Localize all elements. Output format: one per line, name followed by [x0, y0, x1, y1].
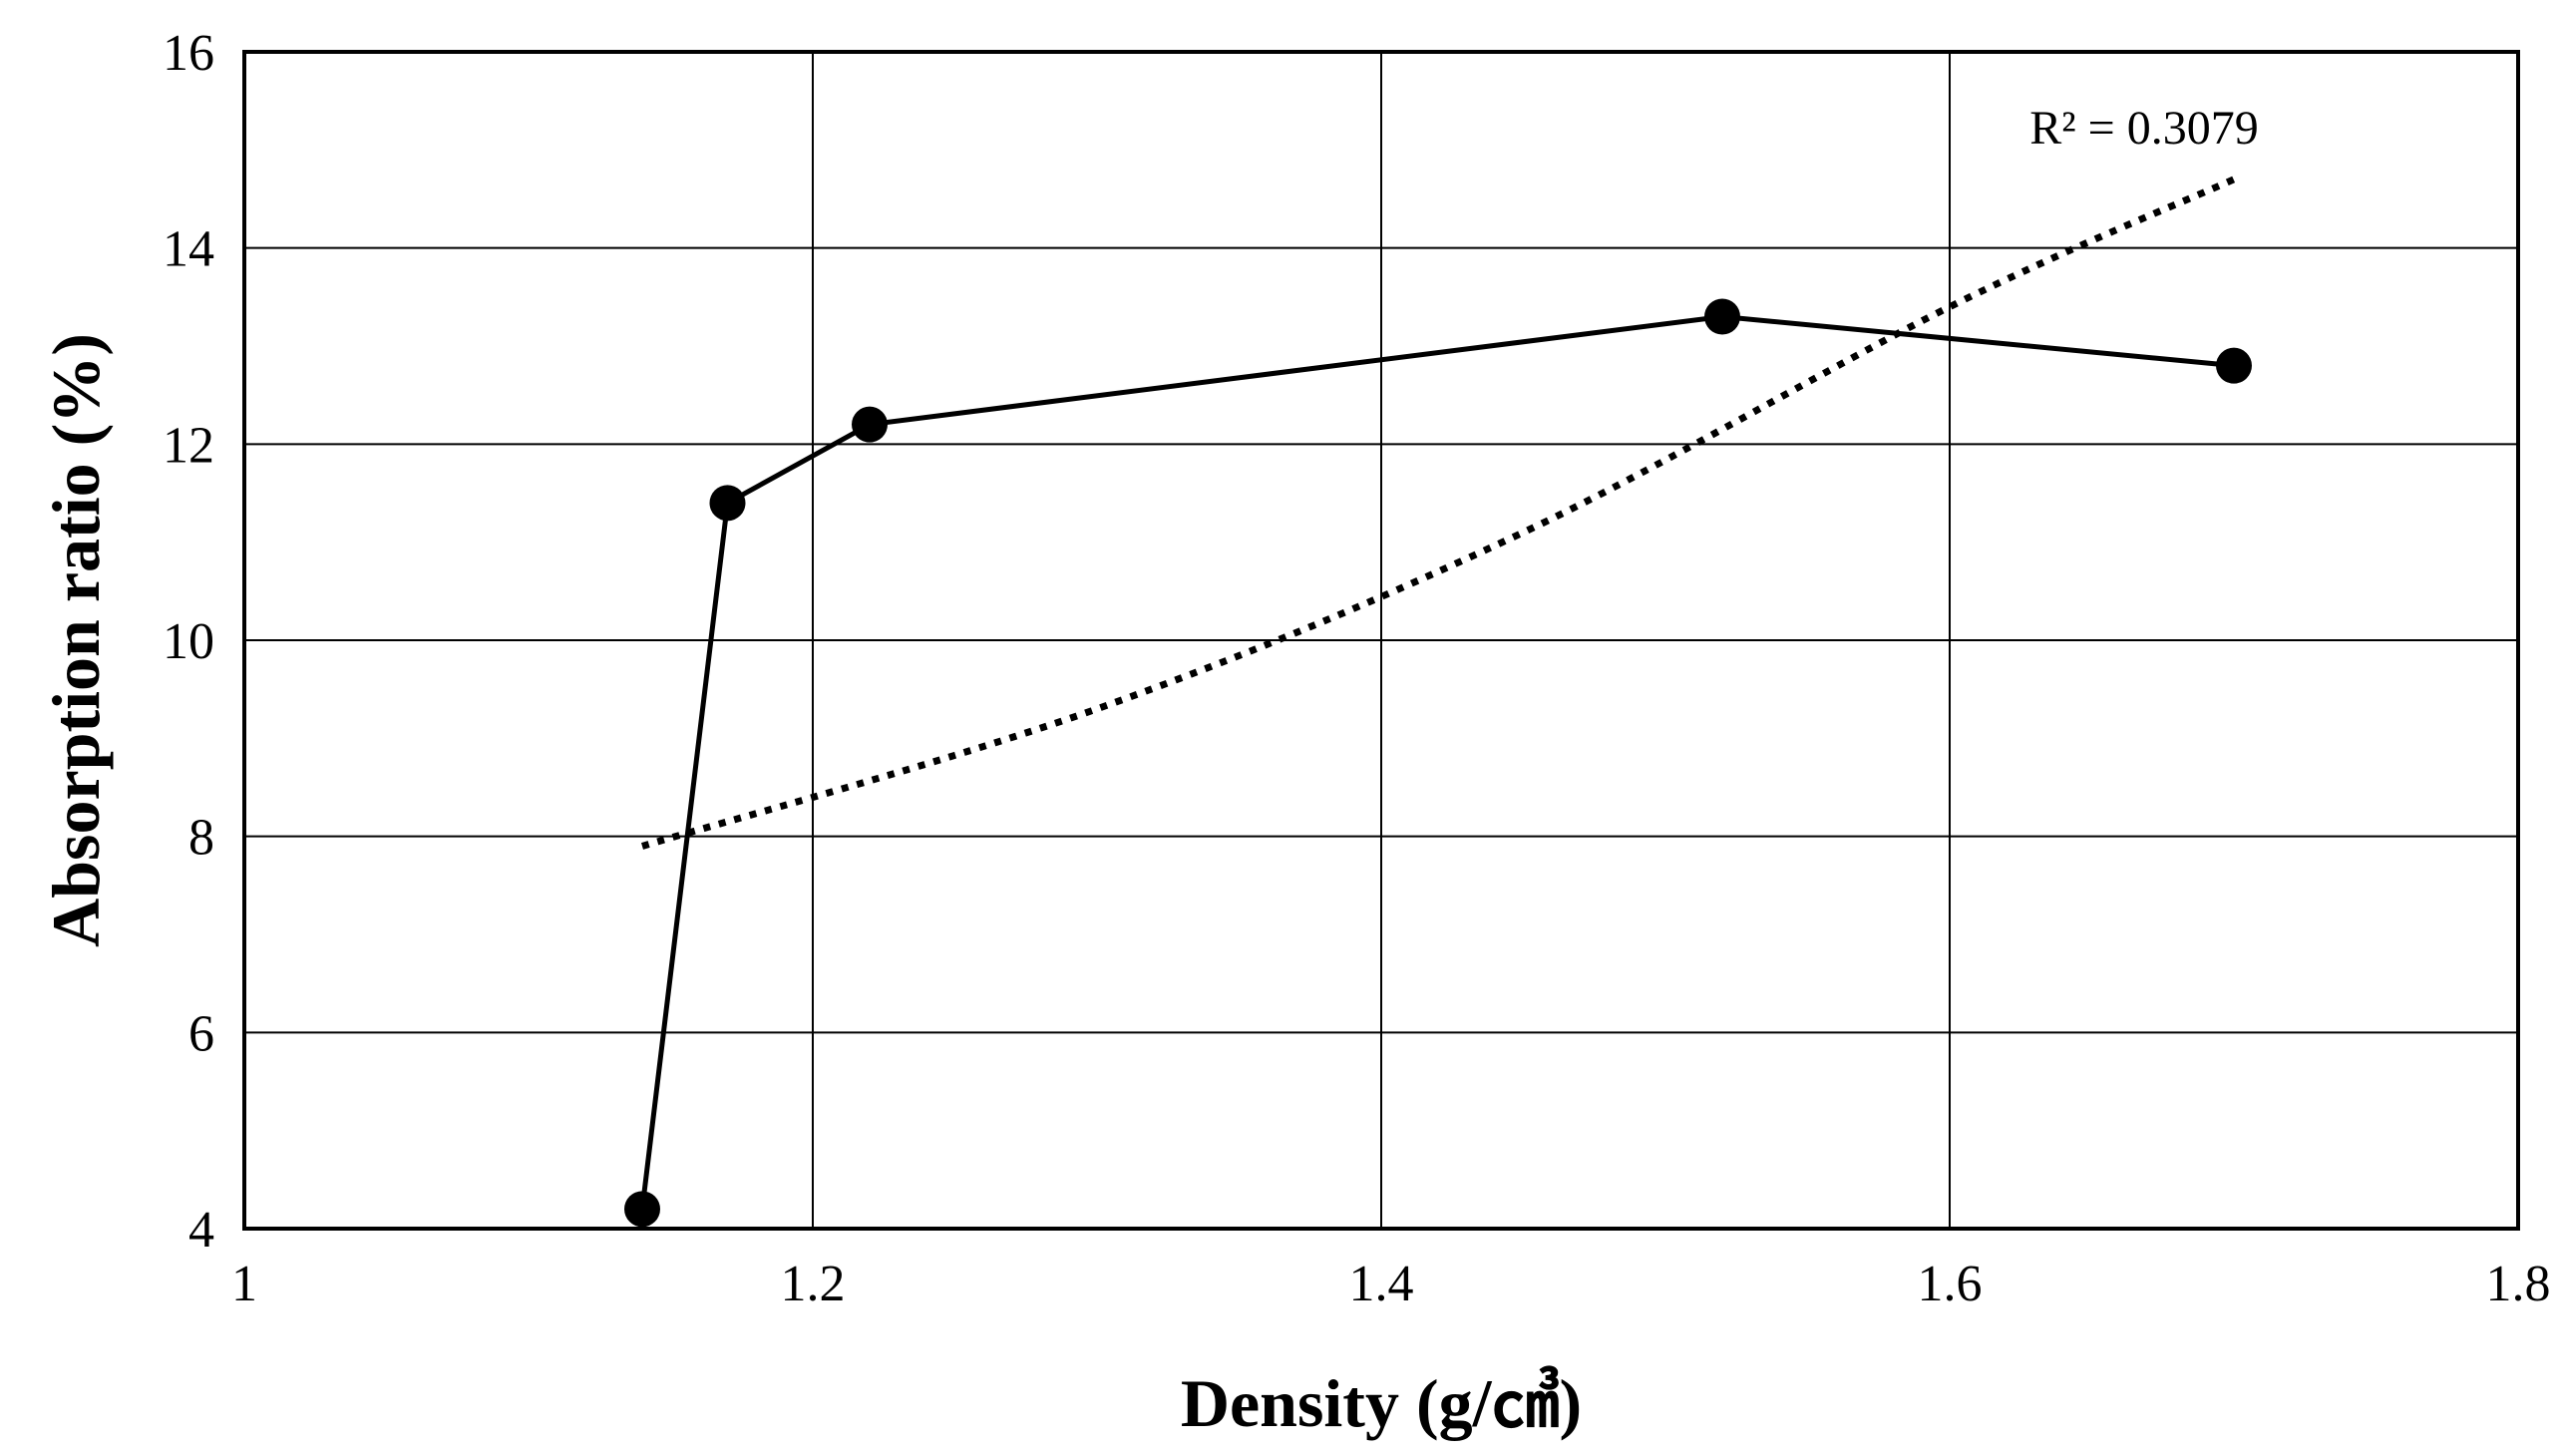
data-point	[2216, 347, 2252, 384]
series-line	[639, 313, 2235, 1210]
y-axis-title: Absorption ratio (%)	[38, 333, 114, 947]
y-tick-label: 8	[188, 810, 214, 867]
x-tick-labels: 1 1.2 1.4 1.6 1.8	[231, 1256, 2551, 1312]
trendline	[640, 176, 2236, 850]
y-tick-labels: 4 6 8 10 12 14 16	[163, 25, 214, 1259]
y-tick-label: 4	[188, 1202, 214, 1259]
data-points	[624, 298, 2252, 1228]
y-tick-label: 10	[163, 613, 214, 670]
x-tick-label: 1.2	[781, 1256, 846, 1312]
data-point	[624, 1191, 660, 1228]
x-axis-title: Density (g/㎤)	[1181, 1364, 1582, 1441]
y-tick-label: 6	[188, 1005, 214, 1062]
data-point	[1704, 298, 1740, 335]
plot-area-border	[242, 50, 2520, 1231]
y-tick-label: 12	[163, 417, 214, 474]
grid	[243, 51, 2519, 1230]
x-tick-label: 1.6	[1918, 1256, 1983, 1312]
x-tick-label: 1	[231, 1256, 257, 1312]
y-tick-label: 16	[163, 25, 214, 82]
data-point	[709, 485, 746, 522]
x-tick-label: 1.8	[2486, 1256, 2551, 1312]
x-tick-label: 1.4	[1349, 1256, 1414, 1312]
data-point	[852, 406, 888, 443]
trendline-r2-annotation: R² = 0.3079	[2029, 102, 2258, 155]
y-tick-label: 14	[163, 221, 214, 278]
